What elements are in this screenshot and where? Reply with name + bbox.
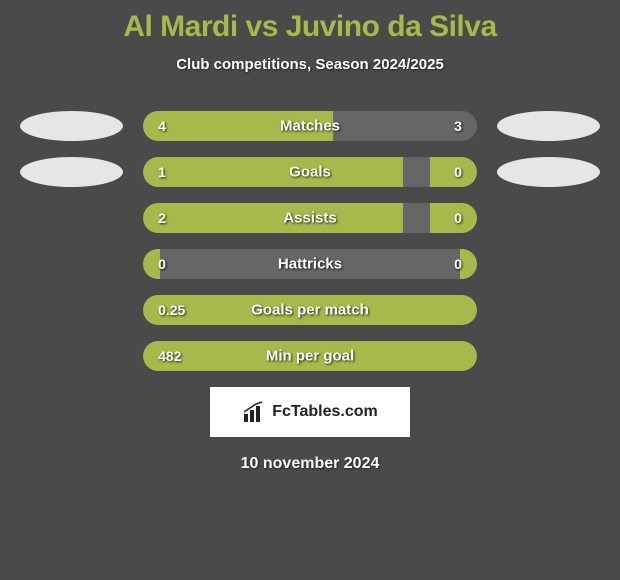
player-right-shape: [497, 111, 600, 141]
chart-icon: [242, 400, 266, 424]
player-left-shape: [20, 157, 123, 187]
stat-label: Goals per match: [251, 302, 369, 319]
stat-row: 0 0 Hattricks: [0, 249, 620, 279]
stat-label: Hattricks: [278, 256, 342, 273]
stat-bar: 4 3 Matches: [143, 111, 477, 141]
stat-label: Matches: [280, 118, 340, 135]
player-left-shape: [20, 111, 123, 141]
stat-value-right: 0: [454, 164, 462, 180]
stats-list: 4 3 Matches 1 0 Goals 2 0 Assists 0 0 Hattricks 0.25…: [0, 111, 620, 371]
stat-row: 2 0 Assists: [0, 203, 620, 233]
stat-row: 482 Min per goal: [0, 341, 620, 371]
date-text: 10 november 2024: [0, 455, 620, 473]
stat-value-left: 4: [158, 118, 166, 134]
logo-text: FcTables.com: [272, 403, 378, 421]
stat-value-left: 0.25: [158, 302, 185, 318]
stat-label: Assists: [283, 210, 336, 227]
subtitle: Club competitions, Season 2024/2025: [0, 56, 620, 73]
stat-value-left: 0: [158, 256, 166, 272]
stat-bar: 0 0 Hattricks: [143, 249, 477, 279]
stat-row: 1 0 Goals: [0, 157, 620, 187]
stat-row: 4 3 Matches: [0, 111, 620, 141]
stat-bar: 2 0 Assists: [143, 203, 477, 233]
stat-value-left: 2: [158, 210, 166, 226]
stat-bar: 0.25 Goals per match: [143, 295, 477, 325]
stat-bar: 482 Min per goal: [143, 341, 477, 371]
stat-value-right: 0: [454, 256, 462, 272]
stat-value-left: 482: [158, 348, 181, 364]
stat-value-left: 1: [158, 164, 166, 180]
comparison-card: Al Mardi vs Juvino da Silva Club competi…: [0, 0, 620, 580]
stat-value-right: 0: [454, 210, 462, 226]
stat-label: Min per goal: [266, 348, 354, 365]
player-right-shape: [497, 157, 600, 187]
logo-box[interactable]: FcTables.com: [210, 387, 410, 437]
stat-label: Goals: [289, 164, 331, 181]
stat-row: 0.25 Goals per match: [0, 295, 620, 325]
stat-value-right: 3: [454, 118, 462, 134]
page-title: Al Mardi vs Juvino da Silva: [0, 10, 620, 44]
stat-bar: 1 0 Goals: [143, 157, 477, 187]
